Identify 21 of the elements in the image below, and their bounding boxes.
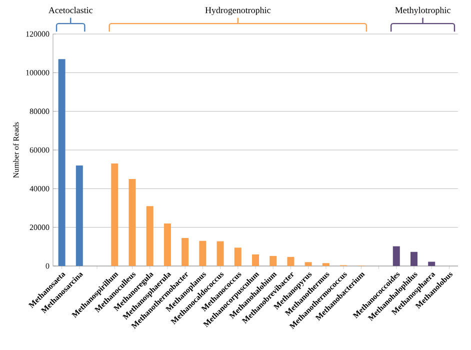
text: Acetoclastic (48, 6, 92, 14)
bar (146, 206, 154, 266)
bar (270, 256, 277, 266)
bar (164, 223, 171, 266)
bar (111, 164, 118, 266)
text: Hydrogenotrophic (205, 6, 270, 16)
bar (392, 246, 400, 266)
bar (304, 262, 312, 266)
bar (216, 241, 224, 266)
bar (252, 254, 260, 266)
bar (128, 179, 136, 266)
text: Methylotrophic (395, 6, 450, 16)
bar (234, 248, 242, 266)
bar (322, 263, 330, 266)
bar (428, 262, 436, 266)
bar (58, 59, 66, 266)
bar (182, 238, 189, 266)
bar (410, 252, 418, 266)
bar (287, 256, 294, 266)
bar (76, 165, 83, 266)
bar (199, 240, 206, 266)
